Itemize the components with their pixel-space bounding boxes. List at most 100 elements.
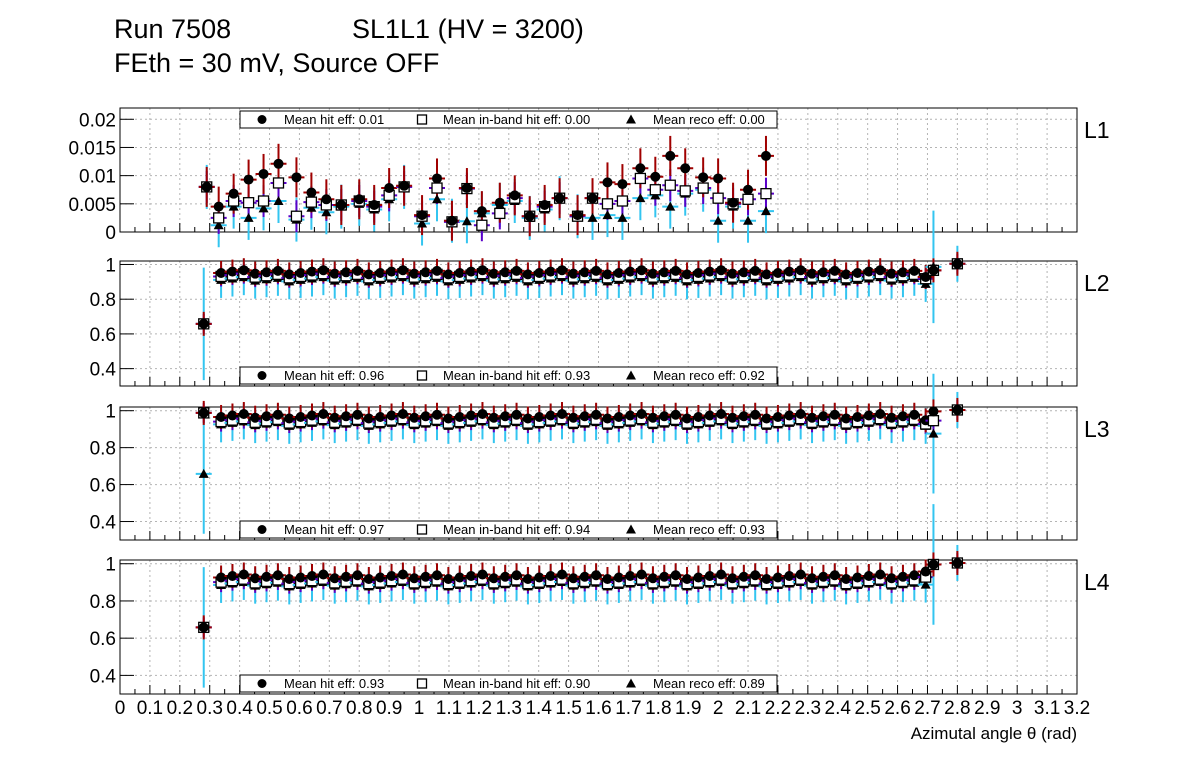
legend-inband-label: Mean in-band hit eff: 0.94 (443, 522, 590, 537)
hit-marker (397, 569, 408, 580)
hit-marker (682, 573, 693, 584)
hit-marker (522, 573, 533, 584)
hit-marker (363, 269, 374, 280)
hit-marker (602, 177, 613, 188)
y-tick-label: 0.6 (90, 325, 116, 346)
legend: Mean hit eff: 0.96 Mean in-band hit eff: … (239, 366, 778, 385)
hit-marker (363, 573, 374, 584)
hit-marker (384, 183, 395, 194)
hit-marker (952, 557, 963, 568)
hit-marker (228, 188, 239, 199)
hit-marker (928, 265, 939, 276)
hit-marker (488, 412, 499, 423)
hit-marker (952, 404, 963, 415)
hit-marker (329, 573, 340, 584)
hit-marker (760, 150, 771, 161)
inband-marker (476, 219, 488, 231)
reco-marker (713, 215, 724, 225)
hit-marker (227, 266, 238, 277)
hit-marker (216, 572, 227, 583)
hit-marker (420, 267, 431, 278)
hit-marker (841, 269, 852, 280)
inband-marker (712, 192, 724, 204)
hit-marker (698, 172, 709, 183)
inband-marker (760, 188, 772, 200)
hit-marker (238, 265, 249, 276)
inband-marker (242, 197, 255, 209)
x-tick-label: 0.4 (226, 698, 253, 719)
legend-inband-marker (416, 370, 428, 381)
y-tick-label: 1 (105, 255, 116, 276)
hit-marker (284, 573, 295, 584)
inband-marker (742, 193, 754, 205)
x-tick-label: 1.8 (645, 698, 671, 719)
x-tick-label: 0.7 (316, 698, 342, 719)
hit-marker (466, 266, 477, 277)
hit-marker (494, 197, 505, 208)
hit-marker (743, 184, 754, 195)
hit-marker (647, 573, 658, 584)
panel-l3: 0.4 0.6 0.8 1 L3 Mean hit eff: 0.97 Mean in-ba… (90, 373, 1110, 541)
hit-marker (511, 409, 522, 420)
hit-marker (488, 268, 499, 279)
hit-marker (784, 410, 795, 421)
hit-marker (693, 411, 704, 422)
chamber-title: SL1L1 (HV = 3200) (352, 14, 584, 44)
hit-marker (829, 265, 840, 276)
y-tick-label: 0.4 (90, 360, 117, 381)
hit-marker (261, 411, 272, 422)
hit-marker (363, 413, 374, 424)
y-tick-label: 0.015 (68, 138, 116, 159)
hit-marker (909, 265, 920, 276)
hit-marker (420, 411, 431, 422)
hit-marker (750, 409, 761, 420)
hit-marker (461, 183, 472, 194)
hit-marker (336, 199, 347, 210)
hit-marker (386, 571, 397, 582)
inband-marker (494, 207, 506, 220)
hit-marker (198, 407, 209, 418)
hit-marker (397, 265, 408, 276)
legend-reco-label: Mean reco eff: 0.00 (653, 112, 765, 127)
y-tick-label: 1 (105, 402, 116, 423)
hit-marker (568, 573, 579, 584)
hit-marker (761, 413, 772, 424)
hit-marker (554, 193, 565, 204)
hit-marker (665, 150, 676, 161)
hit-marker (897, 571, 908, 582)
x-tick-label: 3.1 (1034, 698, 1060, 719)
hit-marker (295, 572, 306, 583)
hit-marker (500, 267, 511, 278)
hit-marker (807, 268, 818, 279)
hit-marker (306, 266, 317, 277)
hit-marker (852, 572, 863, 583)
hit-marker (587, 193, 598, 204)
hit-marker (579, 267, 590, 278)
hit-marker (318, 569, 329, 580)
hit-marker (784, 571, 795, 582)
x-axis-label: Azimutal angle θ (rad) (911, 724, 1077, 743)
reco-marker (321, 207, 332, 217)
hit-marker (647, 268, 658, 279)
inband-marker (601, 198, 614, 210)
x-tick-label: 1.1 (436, 698, 462, 719)
hit-marker (318, 409, 329, 420)
panel-label: L1 (1084, 117, 1110, 143)
hit-marker (500, 411, 511, 422)
inband-marker (431, 182, 443, 194)
hit-marker (213, 201, 224, 212)
hit-marker (284, 269, 295, 280)
hit-marker (727, 573, 738, 584)
hit-marker (341, 571, 352, 582)
panel-label: L3 (1084, 416, 1110, 442)
hit-marker (443, 413, 454, 424)
reco-marker (602, 210, 613, 220)
hit-marker (306, 187, 317, 198)
hit-marker (952, 258, 963, 269)
hit-marker (602, 269, 613, 280)
hit-marker (625, 266, 636, 277)
hit-marker (318, 265, 329, 276)
hit-marker (738, 411, 749, 422)
hit-marker (466, 571, 477, 582)
hit-marker (704, 266, 715, 277)
